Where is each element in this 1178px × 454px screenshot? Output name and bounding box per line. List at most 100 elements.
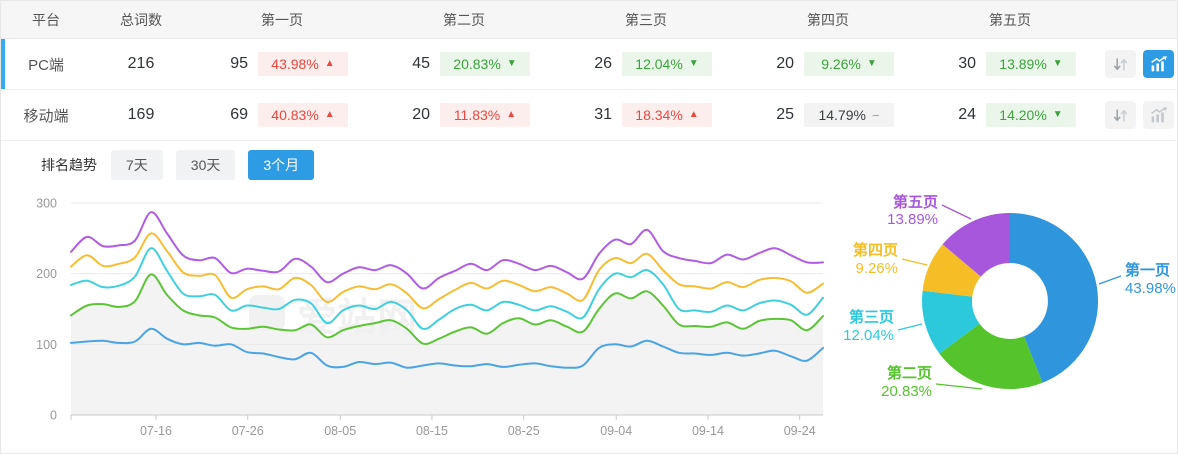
dash-icon: − — [871, 107, 880, 123]
slice-label-name: 第五页 — [893, 193, 938, 211]
row-actions — [1101, 50, 1177, 78]
x-axis-label: 08-05 — [324, 424, 356, 438]
change-percent: 14.79% — [818, 107, 866, 123]
change-percent: 12.04% — [635, 56, 683, 72]
label-leader-line — [901, 258, 927, 266]
slice-label-name: 第一页 — [1125, 261, 1170, 279]
x-axis-label: 07-26 — [232, 424, 264, 438]
arrow-down-icon: ▼ — [1052, 109, 1063, 120]
page-count: 20 — [412, 106, 430, 123]
change-badge: 18.34% ▲ — [622, 103, 712, 127]
page-count: 69 — [230, 106, 248, 123]
platform-name: PC端 — [28, 56, 64, 74]
trend-chart-icon — [1150, 56, 1167, 72]
trend-line-第二页[interactable] — [70, 273, 824, 345]
page-cell: 25 14.79% − — [737, 103, 919, 127]
change-badge: 11.83% ▲ — [440, 103, 530, 127]
label-leader-line — [935, 383, 982, 390]
x-axis-label: 09-14 — [692, 424, 724, 438]
x-axis-label: 07-16 — [140, 424, 172, 438]
trend-chart-button[interactable] — [1142, 101, 1174, 129]
y-axis-label: 300 — [36, 197, 57, 211]
label-leader-line — [1098, 275, 1121, 285]
arrow-up-icon: ▲ — [688, 109, 699, 120]
sort-arrows-icon — [1113, 58, 1127, 70]
column-header: 平台 — [32, 11, 60, 28]
change-badge: 14.20% ▼ — [986, 103, 1076, 127]
sort-button[interactable] — [1104, 101, 1136, 129]
change-percent: 9.26% — [821, 56, 861, 72]
range-tabs: 7天 30天 3个月 — [111, 150, 315, 180]
arrow-up-icon: ▲ — [324, 58, 335, 69]
trend-chart-button[interactable] — [1142, 50, 1174, 78]
label-leader-line — [941, 204, 971, 220]
change-badge: 9.26% ▼ — [804, 52, 894, 76]
slice-label-percent: 13.89% — [887, 211, 938, 228]
range-tab-30天[interactable]: 30天 — [175, 150, 236, 180]
trend-line-chart[interactable]: 0 100 200 300 爱站网 07-16 07-26 08-05 08-15 08-25 09… — [1, 189, 830, 453]
donut-slice-第一页[interactable] — [1009, 212, 1098, 383]
change-percent: 40.83% — [271, 107, 319, 123]
label-leader-line — [897, 323, 922, 331]
change-badge: 43.98% ▲ — [258, 52, 348, 76]
change-percent: 18.34% — [635, 107, 683, 123]
page-cell: 30 13.89% ▼ — [919, 52, 1101, 76]
arrow-down-icon: ▼ — [1052, 58, 1063, 69]
trend-line-第四页[interactable] — [70, 232, 824, 310]
trend-line-第五页[interactable] — [70, 211, 824, 290]
x-axis-label: 08-15 — [416, 424, 448, 438]
range-tab-3个月[interactable]: 3个月 — [248, 150, 315, 180]
page-count: 20 — [776, 55, 794, 72]
page-cell: 69 40.83% ▲ — [191, 103, 373, 127]
table-row[interactable]: 移动端 169 69 40.83% ▲ 20 11.83% ▲ 31 18.34… — [1, 90, 1177, 141]
page-cell: 20 9.26% ▼ — [737, 52, 919, 76]
donut-slice-第三页[interactable] — [921, 290, 980, 354]
page-count: 95 — [230, 55, 248, 72]
table-header: 平台 总词数 第一页 第二页 第三页 第四页 第五页 — [1, 1, 1177, 39]
page-cell: 95 43.98% ▲ — [191, 52, 373, 76]
trend-chart-icon — [1150, 107, 1167, 123]
y-axis-label: 100 — [36, 338, 57, 352]
page-count: 45 — [412, 55, 430, 72]
total-words: 169 — [127, 106, 155, 123]
donut-slice-第四页[interactable] — [922, 244, 981, 297]
arrow-down-icon: ▼ — [688, 58, 699, 69]
page-count: 31 — [594, 106, 612, 123]
y-axis-label: 200 — [36, 267, 57, 281]
range-tab-7天[interactable]: 7天 — [111, 150, 163, 180]
change-percent: 13.89% — [999, 56, 1047, 72]
column-header: 第三页 — [625, 11, 667, 28]
change-badge: 14.79% − — [804, 103, 894, 127]
column-header: 第一页 — [261, 11, 303, 28]
svg-text:爱站网: 爱站网 — [297, 296, 417, 340]
platform-name: 移动端 — [23, 107, 69, 125]
change-percent: 43.98% — [271, 56, 319, 72]
x-axis-label: 09-04 — [600, 424, 632, 438]
change-badge: 13.89% ▼ — [986, 52, 1076, 76]
donut-slice-第五页[interactable] — [942, 213, 1010, 277]
column-header: 总词数 — [120, 11, 162, 28]
change-badge: 20.83% ▼ — [440, 52, 530, 76]
slice-label-name: 第二页 — [887, 364, 932, 382]
donut-slice-第二页[interactable] — [938, 323, 1043, 390]
page-count: 24 — [958, 106, 976, 123]
trend-line-第三页[interactable] — [70, 247, 824, 330]
column-header: 第五页 — [989, 11, 1031, 28]
change-badge: 12.04% ▼ — [622, 52, 712, 76]
page-cell: 20 11.83% ▲ — [373, 103, 555, 127]
trend-toolbar: 排名趋势 7天 30天 3个月 — [1, 141, 1177, 189]
table-row[interactable]: PC端 216 95 43.98% ▲ 45 20.83% ▼ 26 12.04… — [1, 39, 1177, 90]
sort-button[interactable] — [1104, 50, 1136, 78]
column-header: 第二页 — [443, 11, 485, 28]
trend-title: 排名趋势 — [41, 157, 97, 173]
slice-label-percent: 12.04% — [843, 327, 894, 344]
page-cell: 31 18.34% ▲ — [555, 103, 737, 127]
change-percent: 20.83% — [453, 56, 501, 72]
x-axis-label: 09-24 — [784, 424, 816, 438]
change-percent: 11.83% — [453, 107, 501, 123]
y-axis-label: 0 — [50, 409, 57, 423]
page-count: 25 — [776, 106, 794, 123]
trend-line-第一页[interactable] — [70, 327, 824, 369]
